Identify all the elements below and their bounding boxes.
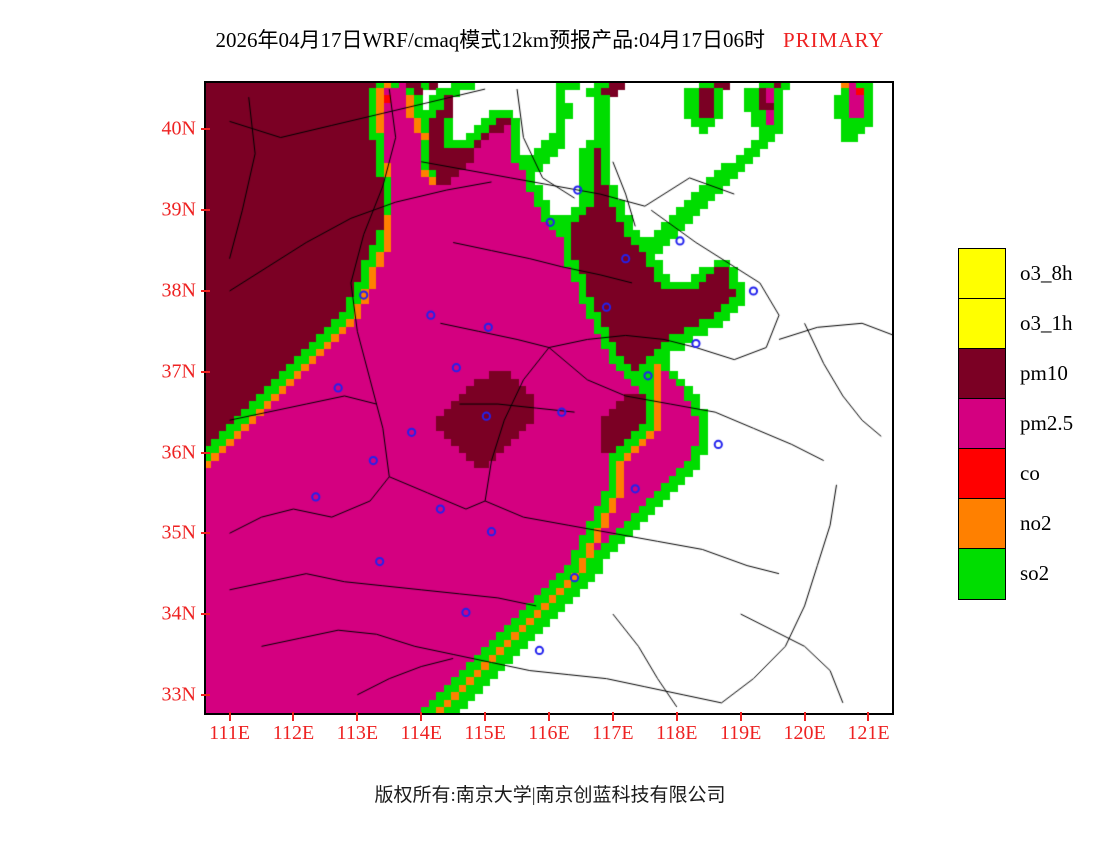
lon-tick-label-117E: 117E: [592, 722, 634, 744]
lon-tick-label-113E: 113E: [336, 722, 379, 744]
lon-tick-label-119E: 119E: [719, 722, 762, 744]
legend-swatch-o3-8h: [959, 249, 1005, 299]
copyright-text: 版权所有:南京大学|南京创蓝科技有限公司: [374, 785, 726, 806]
lon-tick-mark: [228, 712, 231, 721]
legend-label-column: o3_8h o3_1h pm10 pm2.5 co no2 so2: [1014, 248, 1073, 598]
lon-tick-label-120E: 120E: [783, 722, 826, 744]
legend-label-so2: so2: [1020, 561, 1050, 585]
lat-tick-mark: [201, 128, 210, 131]
lat-tick-label-36N: 36N: [161, 441, 196, 464]
copyright-footer: 版权所有:南京大学|南京创蓝科技有限公司: [0, 780, 1100, 807]
legend-label-co: co: [1020, 461, 1040, 485]
lon-tick-mark: [420, 712, 423, 721]
legend-swatch-o3-1h: [959, 299, 1005, 349]
lon-tick-label-115E: 115E: [464, 722, 506, 744]
lat-tick-label-34N: 34N: [161, 602, 196, 625]
lon-tick-label-116E: 116E: [528, 722, 570, 744]
legend-label-pm2-5: pm2.5: [1020, 411, 1074, 435]
lat-tick-label-35N: 35N: [161, 521, 196, 544]
lat-tick-label-37N: 37N: [161, 360, 196, 383]
legend-swatch-pm2-5: [959, 399, 1005, 449]
legend-label-o3-1h: o3_1h: [1020, 311, 1073, 335]
title-main-text: 2026年04月17日WRF/cmaq模式12km预报产品:04月17日06时: [215, 28, 765, 52]
legend-swatch-pm10: [959, 349, 1005, 399]
lat-tick-mark: [201, 451, 210, 454]
lat-tick-label-39N: 39N: [161, 198, 196, 221]
latitude-axis: 33N 34N 35N 36N 37N 38N 39N 40N: [140, 81, 210, 715]
lon-tick-mark: [548, 712, 550, 721]
lat-tick-mark: [201, 289, 210, 292]
lat-tick-mark: [201, 613, 210, 616]
map-plot-area[interactable]: [204, 81, 894, 715]
lat-tick-mark: [201, 209, 210, 212]
lon-tick-label-112E: 112E: [272, 722, 315, 744]
lon-tick-mark: [867, 712, 870, 721]
lon-tick-label-111E: 111E: [209, 722, 250, 744]
lon-tick-mark: [292, 712, 295, 721]
lon-tick-label-114E: 114E: [400, 722, 442, 744]
lat-tick-label-38N: 38N: [161, 279, 196, 302]
lat-tick-mark: [201, 693, 210, 696]
lon-tick-mark: [675, 712, 678, 721]
lat-tick-mark: [201, 532, 210, 535]
lon-tick-mark: [739, 712, 742, 721]
lat-tick-mark: [201, 370, 210, 373]
legend-swatch-no2: [959, 499, 1005, 549]
page-title: 2026年04月17日WRF/cmaq模式12km预报产品:04月17日06时 P…: [0, 24, 1100, 54]
pollutant-heatmap-canvas[interactable]: [204, 81, 894, 715]
legend-swatch-co: [959, 449, 1005, 499]
legend-label-pm10: pm10: [1020, 361, 1068, 385]
lon-tick-label-121E: 121E: [847, 722, 890, 744]
lon-tick-mark: [484, 712, 487, 721]
lat-tick-label-40N: 40N: [161, 117, 196, 140]
legend-swatch-so2: [959, 549, 1005, 599]
legend-swatch-column: [958, 248, 1006, 600]
lon-tick-mark: [611, 712, 614, 721]
lon-tick-mark: [356, 712, 359, 721]
legend-label-o3-8h: o3_8h: [1020, 261, 1073, 285]
lon-tick-label-118E: 118E: [656, 722, 698, 744]
legend-label-no2: no2: [1020, 511, 1052, 535]
lon-tick-mark: [803, 712, 806, 721]
longitude-axis: 111E 112E 113E 114E 115E 116E 117E 118E 119E 120E…: [204, 712, 894, 752]
title-primary-tag: PRIMARY: [782, 28, 885, 52]
lat-tick-label-33N: 33N: [161, 683, 196, 706]
